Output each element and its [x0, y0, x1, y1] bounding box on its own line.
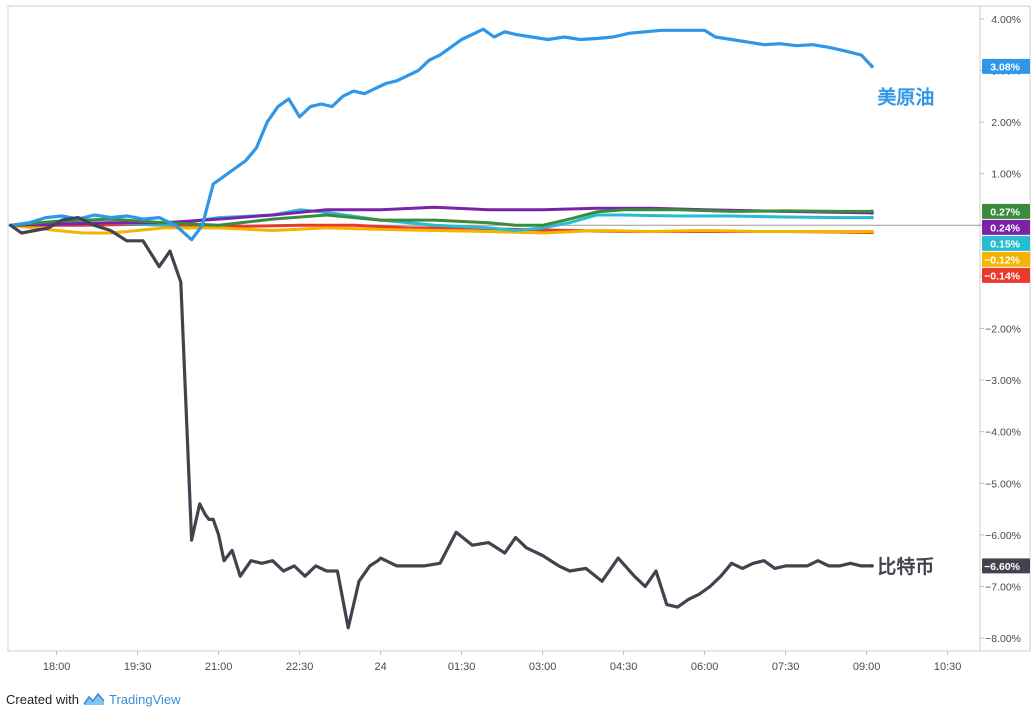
badge-value: 0.15% [990, 238, 1020, 250]
badge-value: −6.60% [984, 561, 1021, 573]
created-with-text: Created with [6, 691, 79, 707]
last-value-badges: 3.08% 0.27% 0.24% 0.15% −0.12% −0.14% −6.60% [982, 58, 1030, 574]
badge-background [982, 203, 1030, 219]
x-axis: 18:00 19:30 21:00 22:30 24 01:30 03:00 04:30 06:… [43, 651, 962, 673]
x-tick-label: 22:30 [286, 661, 314, 673]
series-last-point-3 [870, 215, 874, 220]
badge-background [982, 267, 1030, 283]
plot-border [7, 5, 1031, 652]
x-tick-label: 21:00 [205, 661, 233, 673]
last-value-badge-1: 0.27% [982, 203, 1030, 219]
y-tick-label: −5.00% [985, 478, 1021, 490]
x-tick-label: 06:00 [691, 661, 719, 673]
y-tick-label: −3.00% [985, 375, 1021, 387]
badge-value: 0.27% [990, 206, 1020, 218]
series-last-point-0 [870, 64, 874, 69]
badge-value: −0.12% [984, 254, 1021, 266]
x-tick-label: 19:30 [124, 661, 152, 673]
y-tick-label: −4.00% [985, 427, 1021, 439]
y-tick-label: 4.00% [991, 14, 1021, 26]
y-tick-label: 1.00% [991, 169, 1021, 181]
x-tick-label: 10:30 [934, 661, 962, 673]
badge-value: 3.08% [990, 61, 1020, 73]
x-tick-label: 04:30 [610, 661, 638, 673]
x-tick-label: 24 [374, 661, 386, 673]
series-line-6 [9, 216, 874, 630]
footer: Created with TradingView [6, 688, 181, 710]
y-tick-label: −2.00% [985, 324, 1021, 336]
y-axis: 4.00%3.00%2.00%1.00%−1.00%−2.00%−3.00%−4… [980, 14, 1021, 645]
series-line-4 [9, 223, 874, 235]
badge-background [982, 235, 1030, 251]
y-tick-label: −6.00% [985, 530, 1021, 542]
series-last-point-4 [870, 229, 874, 234]
annotation-label: 比特币 [877, 556, 934, 578]
annotation-label: 美原油 [877, 85, 934, 108]
last-value-badge-5: −0.14% [982, 267, 1030, 283]
tradingview-brand: TradingView [108, 691, 181, 707]
last-value-badge-4: −0.12% [982, 251, 1030, 267]
x-tick-label: 09:00 [853, 661, 881, 673]
x-tick-label: 07:30 [772, 661, 800, 673]
last-value-badge-6: −6.60% [982, 558, 1030, 574]
series-line-0 [9, 27, 874, 242]
badge-background [982, 58, 1030, 74]
y-tick-label: −7.00% [985, 582, 1021, 594]
y-tick-label: 2.00% [991, 117, 1021, 129]
badge-background [982, 251, 1030, 267]
badge-background [982, 219, 1030, 235]
x-tick-label: 03:00 [529, 661, 557, 673]
badge-background [982, 558, 1030, 574]
x-tick-label: 01:30 [448, 661, 476, 673]
last-value-badge-3: 0.15% [982, 235, 1030, 251]
last-value-badge-2: 0.24% [982, 219, 1030, 235]
tradingview-logo-icon [83, 692, 105, 705]
y-tick-label: −8.00% [985, 633, 1021, 645]
series-last-point-1 [870, 209, 874, 214]
series-last-point-6 [870, 564, 874, 568]
last-value-badge-0: 3.08% [982, 58, 1030, 74]
series-layer [9, 27, 874, 630]
badge-value: −0.14% [984, 270, 1021, 282]
badge-value: 0.24% [990, 222, 1020, 234]
chart: 4.00%3.00%2.00%1.00%−1.00%−2.00%−3.00%−4… [7, 5, 1031, 673]
x-tick-label: 18:00 [43, 661, 71, 673]
